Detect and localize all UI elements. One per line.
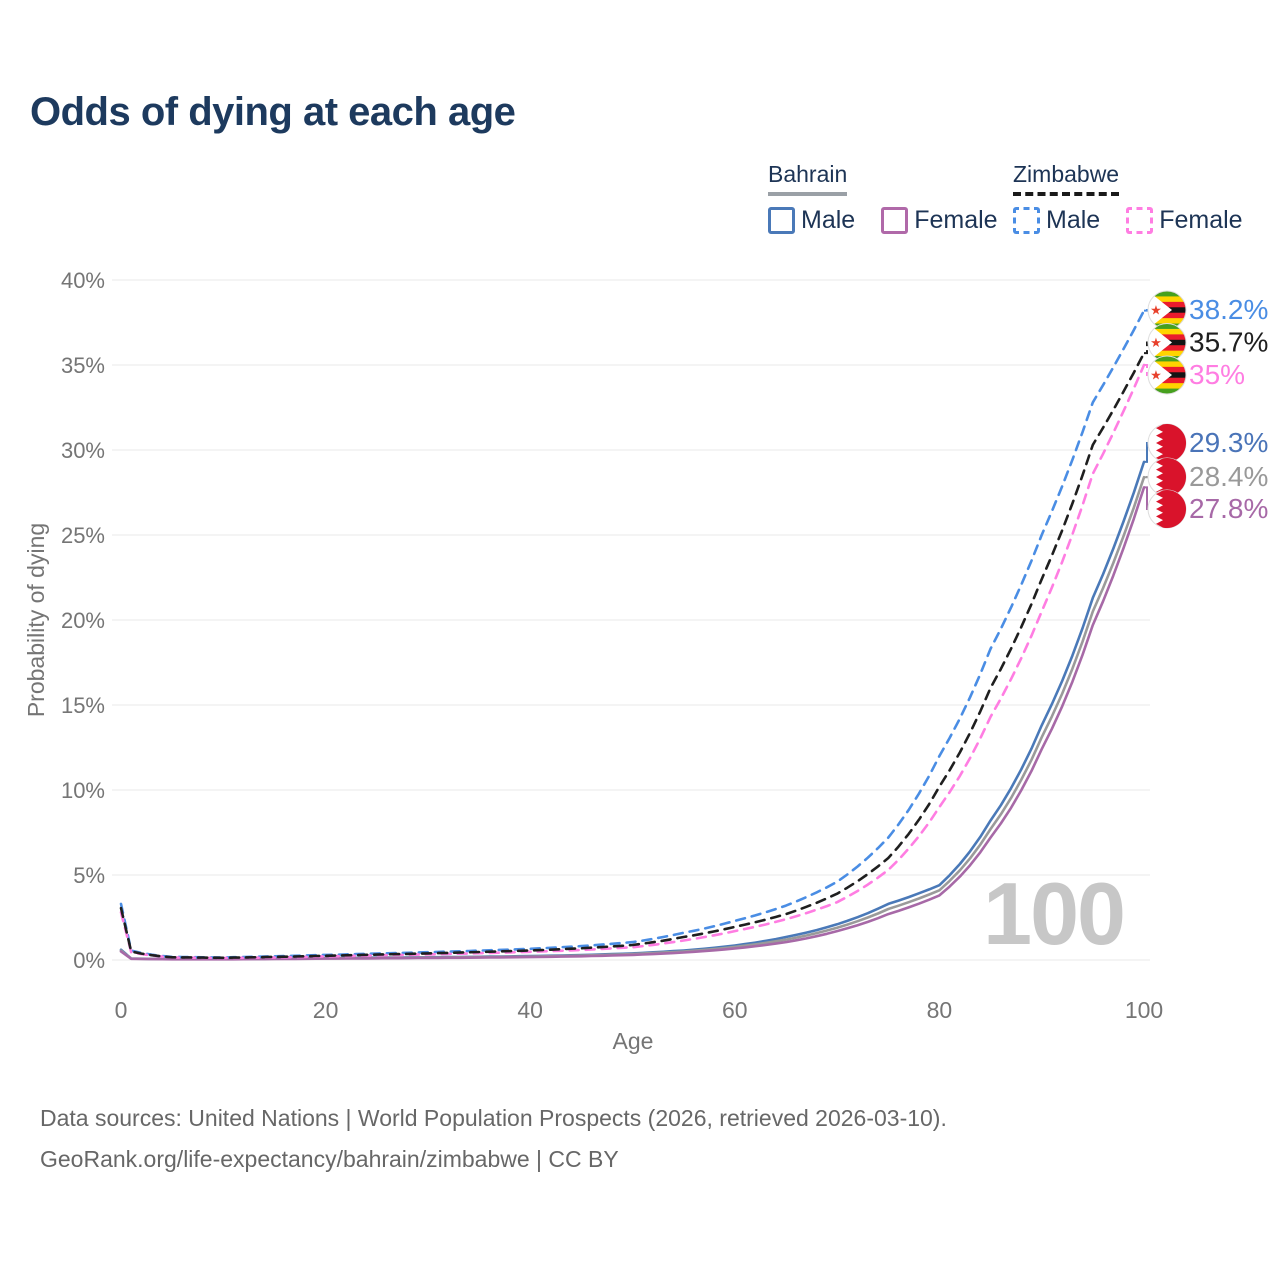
leader-line-zimbabwe-both-sexes [1144,341,1150,355]
x-tick-label: 0 [115,997,128,1023]
legend-item-zimbabwe-female: Female [1126,206,1243,235]
end-label-bahrain-female: 27.8% [1189,493,1268,524]
series-lines [119,309,1146,961]
legend-group-0-title: Bahrain [768,161,848,196]
svg-text:★: ★ [1150,368,1162,383]
legend-item-label: Female [1159,206,1243,234]
zimbabwe-flag-icon: ★ [1147,323,1187,362]
legend-item-label: Female [914,206,998,234]
y-tick-label: 5% [73,863,105,888]
legend-swatch-1-1 [1126,207,1154,234]
legend-swatch-0-0 [768,207,795,234]
series-line-zimbabwe-male [119,309,1146,959]
x-tick-label: 60 [722,997,748,1023]
gridlines [112,279,1150,961]
series-line-zimbabwe-female [119,363,1146,960]
legend-swatch-1-0 [1013,207,1040,234]
svg-text:★: ★ [1150,303,1162,318]
legend-swatch-0-1 [881,207,909,234]
y-tick-label: 40% [61,268,105,293]
end-label-zimbabwe-female: 35% [1189,359,1245,390]
legend-item-bahrain-female: Female [881,206,998,235]
zimbabwe-flag-icon: ★ [1147,290,1187,330]
zimbabwe-flag-icon: ★ [1147,355,1187,395]
page-title: Odds of dying at each age [30,90,516,134]
y-tick-label: 20% [61,608,105,633]
end-label-zimbabwe-male: 38.2% [1189,294,1268,325]
legend-item-label: Male [1046,206,1101,234]
end-label-bahrain-both-sexes: 28.4% [1189,461,1268,492]
legend-group-zimbabwe: Zimbabwe Male Female [1013,161,1243,235]
legend-item-bahrain-male: Male [768,206,855,235]
x-tick-label: 20 [313,997,339,1023]
legend-item-zimbabwe-male: Male [1013,206,1100,235]
y-tick-label: 25% [61,523,105,548]
x-axis: 0 20 40 60 80 100 Age [115,997,1164,1054]
leader-line-bahrain-female [1144,486,1150,510]
leader-line-zimbabwe-male [1144,309,1150,312]
y-axis-title: Probability of dying [23,523,49,717]
series-line-bahrain-both-sexes [119,475,1146,961]
svg-text:★: ★ [1150,335,1162,350]
series-line-zimbabwe-both-sexes [119,351,1146,960]
bahrain-flag-icon [1147,489,1187,529]
footer-attribution: GeoRank.org/life-expectancy/bahrain/zimb… [40,1146,619,1172]
x-tick-label: 100 [1125,997,1163,1023]
end-labels: ★ 38.2% ★ 35.7% ★ 35% 29.3%28.4%27.8% [1144,290,1268,529]
footer-data-sources: Data sources: United Nations | World Pop… [40,1105,947,1131]
legend-row-zimbabwe: Male Female [1013,206,1243,235]
y-tick-label: 30% [61,438,105,463]
series-line-bahrain-male [119,460,1146,961]
y-tick-label: 0% [73,948,105,973]
legend-group-bahrain: Bahrain Male Female [768,161,998,235]
x-tick-label: 40 [517,997,543,1023]
y-tick-label: 10% [61,778,105,803]
x-tick-label: 80 [927,997,953,1023]
legend-row-bahrain: Male Female [768,206,998,235]
end-label-bahrain-male: 29.3% [1189,427,1268,458]
leader-line-zimbabwe-female [1144,364,1150,376]
legend-item-label: Male [801,206,856,234]
bahrain-flag-icon [1147,457,1187,497]
series-line-bahrain-female [119,486,1146,961]
x-axis-title: Age [613,1028,654,1054]
y-axis: 0% 5% 10% 15% 20% 25% 30% 35% 40% Probability of … [23,268,105,973]
end-label-zimbabwe-both-sexes: 35.7% [1189,327,1268,358]
y-tick-label: 35% [61,353,105,378]
leader-line-bahrain-male [1144,442,1150,463]
footer: Data sources: United Nations | World Pop… [40,1098,947,1180]
legend-group-1-title: Zimbabwe [1013,161,1120,196]
bahrain-flag-icon [1147,423,1187,463]
age-watermark: 100 [983,864,1124,963]
y-tick-label: 15% [61,693,105,718]
